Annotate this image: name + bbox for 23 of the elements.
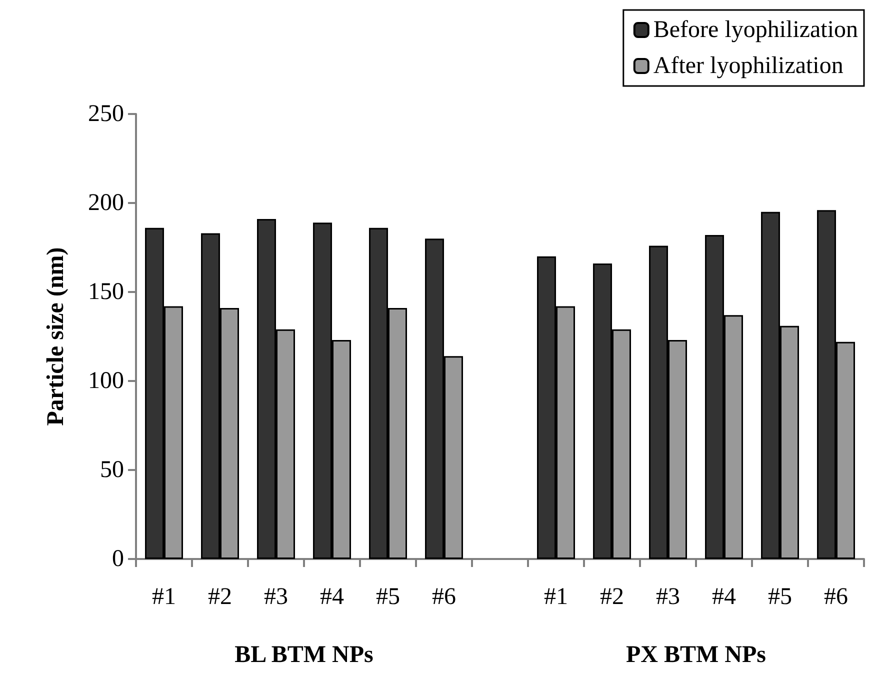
x-tick-label: #6	[824, 584, 848, 610]
x-tick-label: #3	[264, 584, 288, 610]
text: BL BTM NPs	[234, 642, 374, 668]
x-tick-label: #1	[152, 584, 176, 610]
legend-label: After lyophilization	[653, 53, 844, 79]
text: PX BTM NPs	[626, 642, 766, 668]
x-tick-label: #4	[320, 584, 344, 610]
y-tick-label: 200	[88, 190, 124, 216]
y-tick-label: 150	[88, 279, 124, 305]
legend-label: Before lyophilization	[653, 17, 858, 43]
x-tick-label: #5	[376, 584, 400, 610]
y-tick-label: 0	[112, 546, 124, 572]
y-tick-label: 100	[88, 368, 124, 394]
x-tick-label: #1	[544, 584, 568, 610]
x-tick-label: #2	[600, 584, 624, 610]
x-tick-label: #6	[432, 584, 456, 610]
y-tick-label: 250	[88, 101, 124, 127]
x-tick-label: #2	[208, 584, 232, 610]
x-tick-label: #4	[712, 584, 736, 610]
y-tick-label: 50	[100, 457, 124, 483]
x-tick-label: #3	[656, 584, 680, 610]
y-axis-title: Particle size (nm)	[43, 247, 69, 426]
x-tick-label: #5	[768, 584, 792, 610]
